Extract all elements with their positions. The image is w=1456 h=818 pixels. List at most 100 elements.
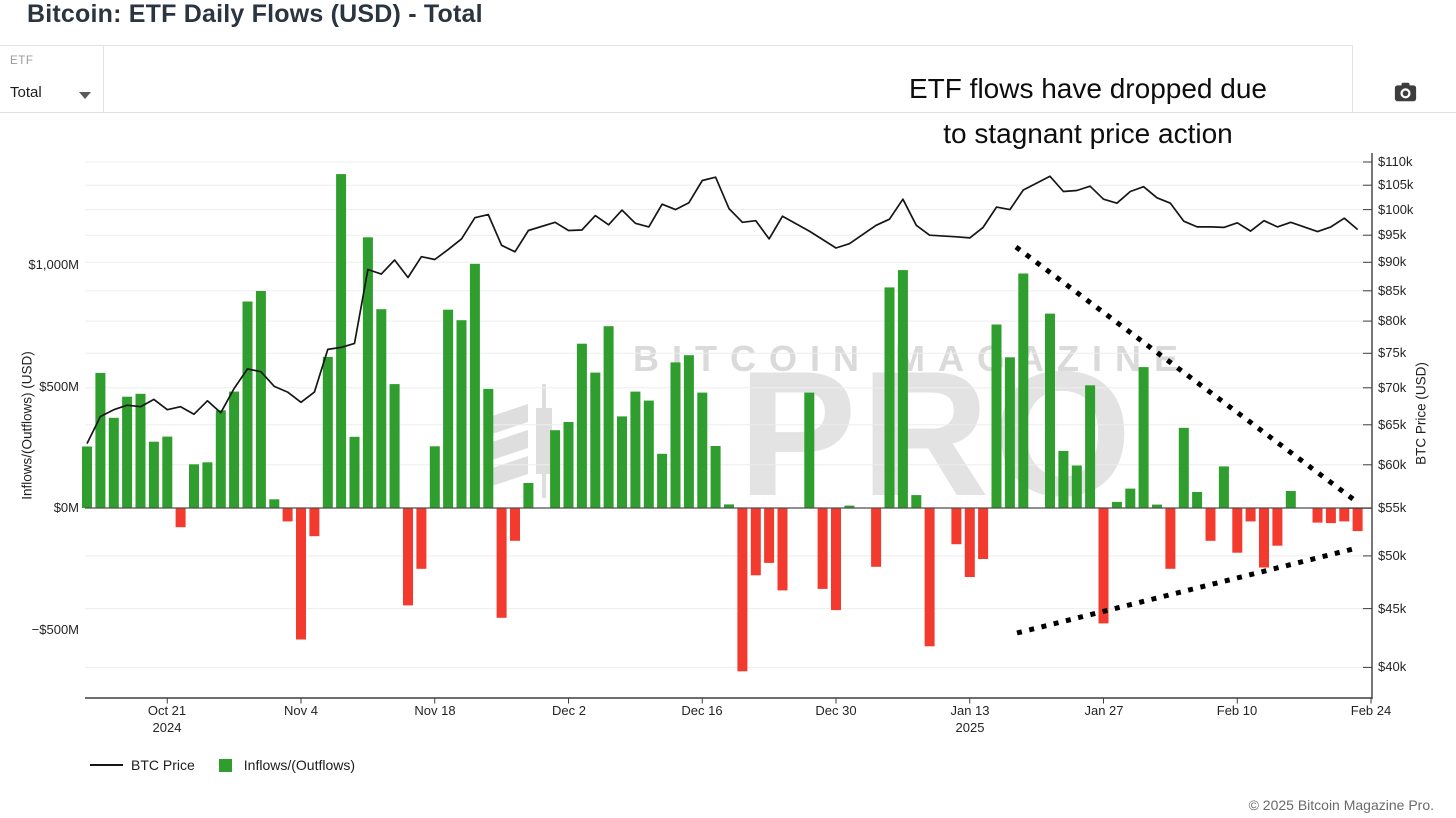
x-axis-tick: Dec 30	[815, 703, 857, 718]
inflow-bar	[1152, 504, 1162, 508]
btc-price-line-swatch	[90, 764, 123, 766]
inflow-bar	[389, 384, 400, 508]
outflow-bar	[978, 508, 989, 559]
outflow-bar	[403, 508, 413, 606]
right-axis-tick: $95k	[1378, 227, 1407, 242]
inflow-bar	[844, 505, 855, 508]
inflow-bar	[349, 436, 360, 508]
copyright-text: © 2025 Bitcoin Magazine Pro.	[1248, 797, 1434, 813]
header-separator-right	[1352, 45, 1353, 113]
inflow-bar	[683, 355, 694, 508]
inflow-bar	[697, 392, 708, 508]
outflow-bar	[1232, 508, 1243, 553]
right-axis-tick: $80k	[1378, 313, 1407, 328]
outflow-bar	[1312, 508, 1323, 523]
x-axis-tick: Dec 16	[681, 703, 723, 718]
inflow-bar	[804, 392, 815, 508]
inflow-bar	[710, 446, 721, 508]
x-axis-tick: Feb 10	[1216, 703, 1258, 718]
screenshot-button[interactable]	[1390, 78, 1420, 106]
outflow-bar	[1245, 508, 1256, 522]
inflow-bar	[362, 237, 373, 509]
inflow-bar	[1071, 465, 1082, 508]
outflow-bar	[1352, 508, 1363, 532]
outflow-bar	[831, 508, 841, 611]
right-axis-tick: $110k	[1378, 154, 1413, 169]
right-axis-tick: $100k	[1378, 202, 1414, 217]
inflow-bar	[1058, 450, 1069, 508]
right-axis-tick: $50k	[1378, 548, 1407, 563]
inflow-bar	[991, 324, 1002, 508]
outflow-bar	[964, 508, 975, 577]
outflow-bar	[1205, 508, 1216, 541]
outflow-bar	[175, 508, 186, 528]
inflow-bar	[550, 430, 561, 508]
right-axis-tick: $85k	[1378, 283, 1407, 298]
outflow-bar	[282, 508, 293, 522]
inflow-bar	[202, 462, 213, 508]
inflows-swatch	[218, 758, 232, 772]
inflow-bar	[456, 320, 467, 508]
annotation-line-1: ETF flows have dropped due	[909, 73, 1267, 104]
outflow-bar	[416, 508, 427, 569]
legend-item-btc-price[interactable]: BTC Price	[90, 757, 195, 773]
inflow-bar	[469, 263, 480, 508]
inflow-bar	[189, 464, 199, 508]
inflow-bar	[322, 356, 333, 508]
right-axis-title: BTC Price (USD)	[1413, 362, 1429, 465]
inflow-bar	[443, 309, 454, 508]
legend: BTC Price Inflows/(Outflows)	[90, 757, 355, 773]
x-axis-tick: Oct 21	[147, 703, 187, 718]
etf-total-dropdown[interactable]: Total	[0, 74, 102, 112]
inflow-bar	[255, 291, 266, 508]
inflow-bar	[884, 287, 895, 508]
outflow-bar	[1165, 508, 1176, 569]
inflow-bar	[229, 391, 240, 508]
right-axis-tick: $90k	[1378, 254, 1407, 269]
outflow-bar	[1272, 508, 1283, 546]
inflow-bar	[376, 309, 387, 508]
annotation-line-2: to stagnant price action	[943, 118, 1233, 149]
btc-price-line	[86, 175, 1359, 444]
inflow-bar	[162, 436, 173, 508]
inflow-bar	[657, 453, 668, 508]
inflow-bar	[724, 504, 734, 508]
etf-filter-label: ETF	[10, 55, 34, 67]
left-axis-tick: $0M	[53, 500, 79, 515]
outflow-bar	[510, 508, 520, 541]
left-axis-title: Inflows/(Outflows) (USD)	[19, 351, 35, 500]
inflow-bar	[1085, 385, 1096, 508]
inflow-bar	[643, 400, 654, 508]
outflow-bar	[951, 508, 962, 545]
outflow-bar	[737, 508, 748, 672]
inflow-bar	[576, 343, 587, 508]
x-axis-tick: Jan 27	[1084, 703, 1124, 718]
page-title: Bitcoin: ETF Daily Flows (USD) - Total	[27, 0, 483, 28]
legend-item-inflows[interactable]: Inflows/(Outflows)	[195, 757, 355, 773]
inflow-bar	[95, 372, 106, 508]
inflow-bar	[1018, 273, 1029, 508]
x-axis-year: 2024	[152, 720, 182, 735]
inflow-bar	[82, 446, 92, 508]
chart-annotation: ETF flows have dropped due to stagnant p…	[850, 66, 1326, 156]
inflow-bar	[670, 362, 681, 508]
inflow-bar	[590, 372, 601, 508]
inflow-bar	[1111, 501, 1122, 508]
inflow-bar	[1192, 492, 1203, 508]
right-axis-tick: $70k	[1378, 380, 1407, 395]
x-axis-tick: Dec 2	[552, 703, 586, 718]
inflow-bar	[911, 495, 922, 508]
right-axis-tick: $75k	[1378, 345, 1407, 360]
camera-icon	[1394, 82, 1416, 102]
inflow-bar	[1125, 488, 1136, 508]
legend-label-inflows: Inflows/(Outflows)	[243, 757, 356, 773]
inflow-bar	[1138, 367, 1149, 508]
inflow-bar	[269, 499, 280, 508]
trend-dotted-line	[1014, 244, 1359, 505]
inflow-bar	[523, 483, 534, 508]
inflow-bar	[108, 417, 119, 508]
trend-dotted-line	[1016, 545, 1358, 636]
left-axis-tick: $1,000M	[28, 257, 79, 272]
